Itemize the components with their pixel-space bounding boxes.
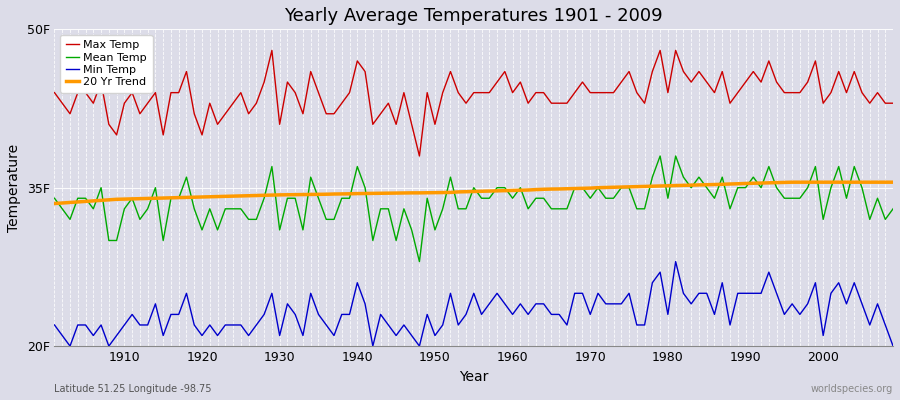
- 20 Yr Trend: [112, 197, 122, 202]
- 20 Yr Trend: [328, 192, 339, 196]
- Line: Mean Temp: Mean Temp: [55, 156, 893, 262]
- Max Temp: [290, 90, 301, 95]
- Min Temp: [515, 302, 526, 306]
- Mean Temp: [654, 154, 665, 158]
- Min Temp: [508, 312, 518, 317]
- Max Temp: [515, 80, 526, 84]
- 20 Yr Trend: [600, 185, 611, 190]
- Mean Temp: [112, 238, 122, 243]
- Line: Max Temp: Max Temp: [55, 50, 893, 156]
- 20 Yr Trend: [508, 188, 518, 193]
- Legend: Max Temp, Mean Temp, Min Temp, 20 Yr Trend: Max Temp, Mean Temp, Min Temp, 20 Yr Tre…: [60, 35, 153, 93]
- Line: Min Temp: Min Temp: [55, 262, 893, 346]
- Min Temp: [670, 259, 681, 264]
- Min Temp: [50, 322, 60, 327]
- Mean Temp: [282, 196, 292, 201]
- Min Temp: [887, 344, 898, 348]
- Max Temp: [50, 90, 60, 95]
- Title: Yearly Average Temperatures 1901 - 2009: Yearly Average Temperatures 1901 - 2009: [284, 7, 663, 25]
- X-axis label: Year: Year: [459, 370, 489, 384]
- 20 Yr Trend: [500, 188, 510, 193]
- Mean Temp: [414, 259, 425, 264]
- Max Temp: [414, 154, 425, 158]
- Text: worldspecies.org: worldspecies.org: [811, 384, 893, 394]
- Max Temp: [523, 101, 534, 106]
- 20 Yr Trend: [887, 180, 898, 184]
- Min Temp: [119, 322, 130, 327]
- 20 Yr Trend: [50, 201, 60, 206]
- Max Temp: [616, 80, 626, 84]
- Y-axis label: Temperature: Temperature: [7, 144, 21, 232]
- Max Temp: [337, 101, 347, 106]
- Min Temp: [608, 302, 619, 306]
- Max Temp: [266, 48, 277, 53]
- Min Temp: [290, 312, 301, 317]
- Min Temp: [337, 312, 347, 317]
- Text: Latitude 51.25 Longitude -98.75: Latitude 51.25 Longitude -98.75: [55, 384, 212, 394]
- Min Temp: [65, 344, 76, 348]
- 20 Yr Trend: [787, 180, 797, 184]
- 20 Yr Trend: [282, 192, 292, 197]
- Mean Temp: [508, 196, 518, 201]
- Max Temp: [887, 101, 898, 106]
- Max Temp: [112, 132, 122, 137]
- Mean Temp: [515, 185, 526, 190]
- Mean Temp: [887, 206, 898, 211]
- Mean Temp: [608, 196, 619, 201]
- Mean Temp: [50, 196, 60, 201]
- Line: 20 Yr Trend: 20 Yr Trend: [55, 182, 893, 204]
- Mean Temp: [328, 217, 339, 222]
